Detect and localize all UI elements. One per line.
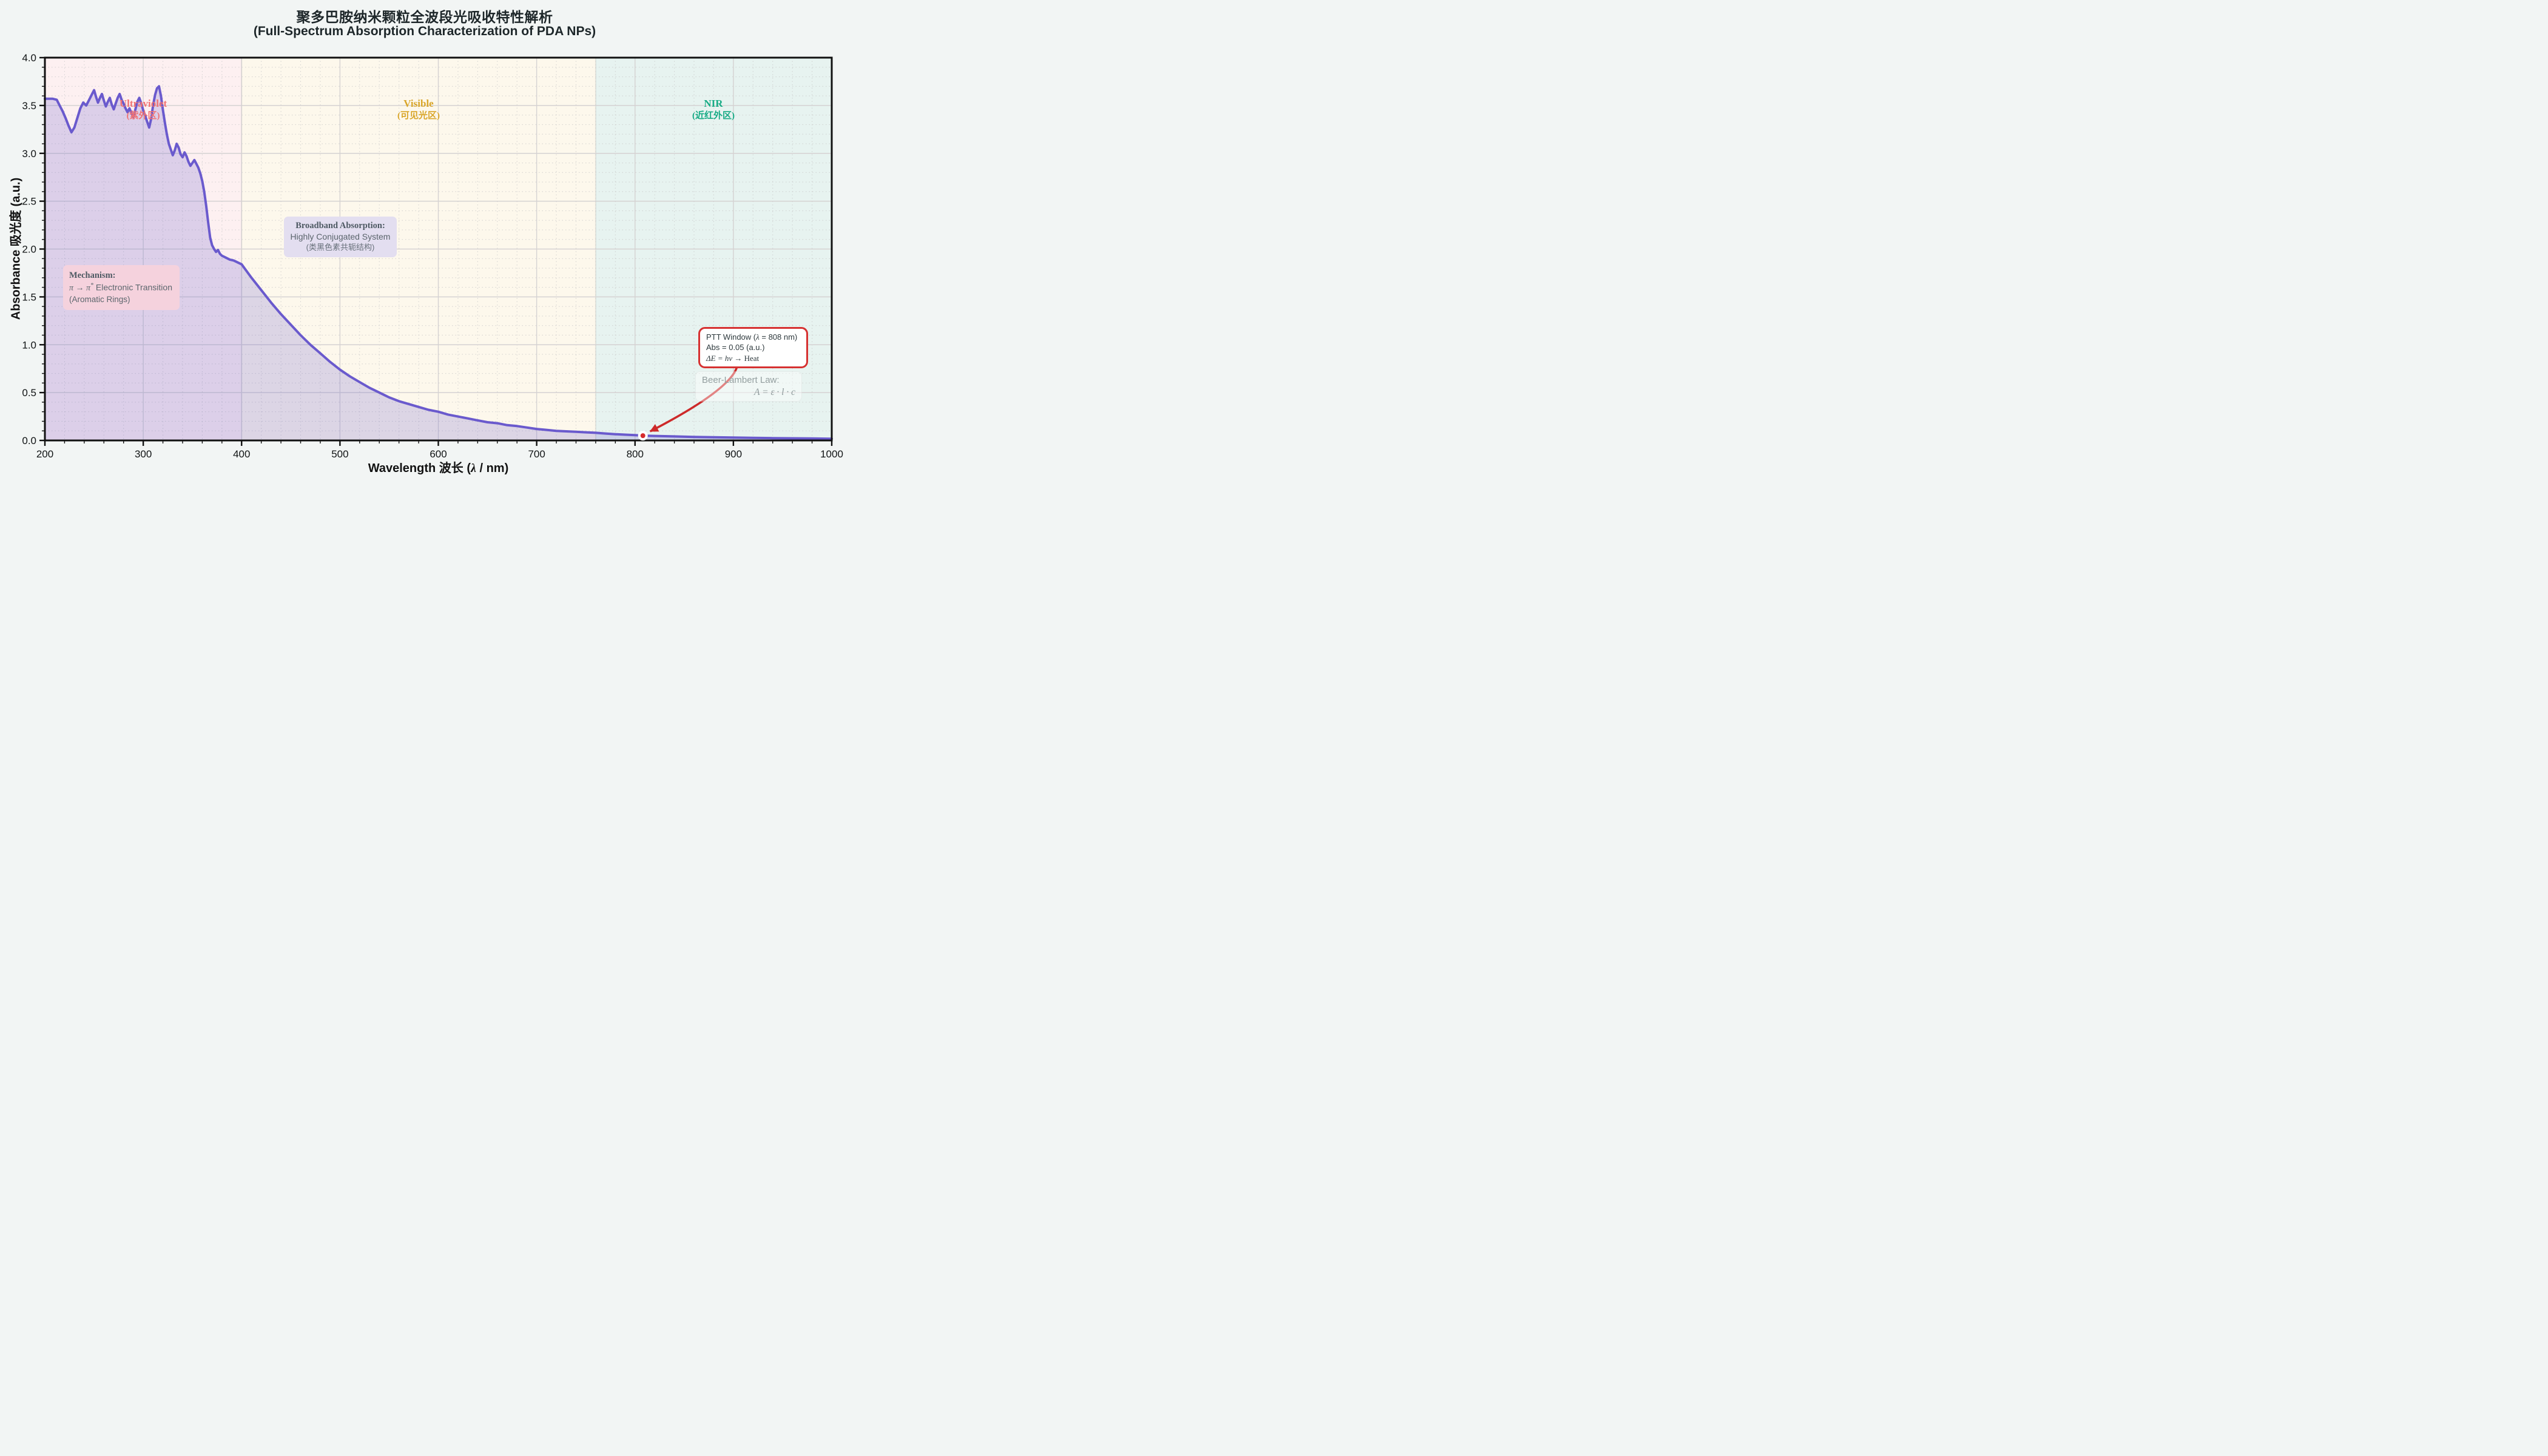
beer-lambert-annotation: Beer-Lambert Law: A = ε · l · c [695,371,802,402]
y-tick-label: 3.5 [22,100,36,112]
region-label-visible-cn: (可见光区) [397,110,440,121]
x-axis-label: Wavelength 波长 (λ / nm) [45,458,832,476]
x-tick-label: 400 [233,448,250,460]
mechanism-annotation-line3: (Aromatic Rings) [69,295,130,305]
y-axis-label: Absorbance 吸光度 (a.u.) [9,177,23,320]
broadband-annotation-line3: (类黑色素共轭结构) [306,242,375,252]
region-label-ultraviolet-en: Ultraviolet [119,98,167,109]
x-tick-label: 900 [725,448,742,460]
page-title: 聚多巴胺纳米颗粒全波段光吸收特性解析 [296,9,553,25]
figure: 200 300 400 500 600 700 800 900 1000 0.0 0.5 1.0 1.5… [0,0,849,485]
region-label-visible-en: Visible [403,98,434,109]
chart-svg: 200 300 400 500 600 700 800 900 1000 0.0 0.5 1.0 1.5… [22,52,843,460]
x-axis-label-unit: / nm) [476,462,509,475]
mechanism-annotation-title: Mechanism: [69,271,116,280]
y-tick-label: 3.0 [22,148,36,160]
region-label-nir: NIR (近红外区) [692,97,735,122]
x-tick-label: 200 [36,448,53,460]
ptt-leader-arrow [649,366,738,433]
page-subtitle: (Full-Spectrum Absorption Characterizati… [253,24,596,38]
ptt-callout-line3: ΔE = hν → Heat [706,353,760,363]
x-tick-label: 600 [430,448,447,460]
region-label-nir-cn: (近红外区) [692,110,735,121]
spectrum-curve [44,85,833,440]
x-tick-label: 700 [528,448,545,460]
lambda-symbol: λ [471,462,476,475]
lambda-symbol: λ [756,332,760,342]
beer-lambert-title: Beer-Lambert Law: [702,375,780,385]
y-tick-label: 1.0 [22,339,36,351]
y-tick-label: 2.0 [22,244,36,255]
x-axis-label-text: Wavelength 波长 ( [368,462,471,475]
region-label-visible: Visible (可见光区) [397,97,440,122]
x-tick-label: 1000 [820,448,843,460]
region-label-nir-en: NIR [704,98,723,109]
y-tick-label: 1.5 [22,291,36,303]
region-label-ultraviolet: Ultraviolet (紫外区) [120,97,167,122]
spectrum-area-fill [45,86,832,441]
broadband-annotation: Broadband Absorption: Highly Conjugated … [284,217,397,257]
x-tick-label: 500 [331,448,348,460]
region-label-ultraviolet-cn: (紫外区) [126,110,160,121]
y-tick-label: 0.0 [22,435,36,447]
ptt-callout: PTT Window (λ = 808 nm) Abs = 0.05 (a.u.… [698,327,808,369]
ptt-callout-line1: PTT Window (λ = 808 nm) [706,332,798,342]
y-tick-label: 4.0 [22,52,36,64]
ptt-marker [638,431,648,441]
x-tick-label: 800 [627,448,644,460]
y-tick-label: 0.5 [22,387,36,399]
broadband-annotation-title: Broadband Absorption: [295,221,385,231]
beer-lambert-formula: A = ε · l · c [754,387,795,398]
mechanism-annotation-formula: π → π* Electronic Transition [69,281,172,293]
ptt-callout-line2: Abs = 0.05 (a.u.) [706,343,765,352]
broadband-annotation-line2: Highly Conjugated System [290,232,391,241]
x-tick-label: 300 [135,448,152,460]
mechanism-annotation: Mechanism: π → π* Electronic Transition … [63,265,180,310]
y-tick-label: 2.5 [22,196,36,207]
